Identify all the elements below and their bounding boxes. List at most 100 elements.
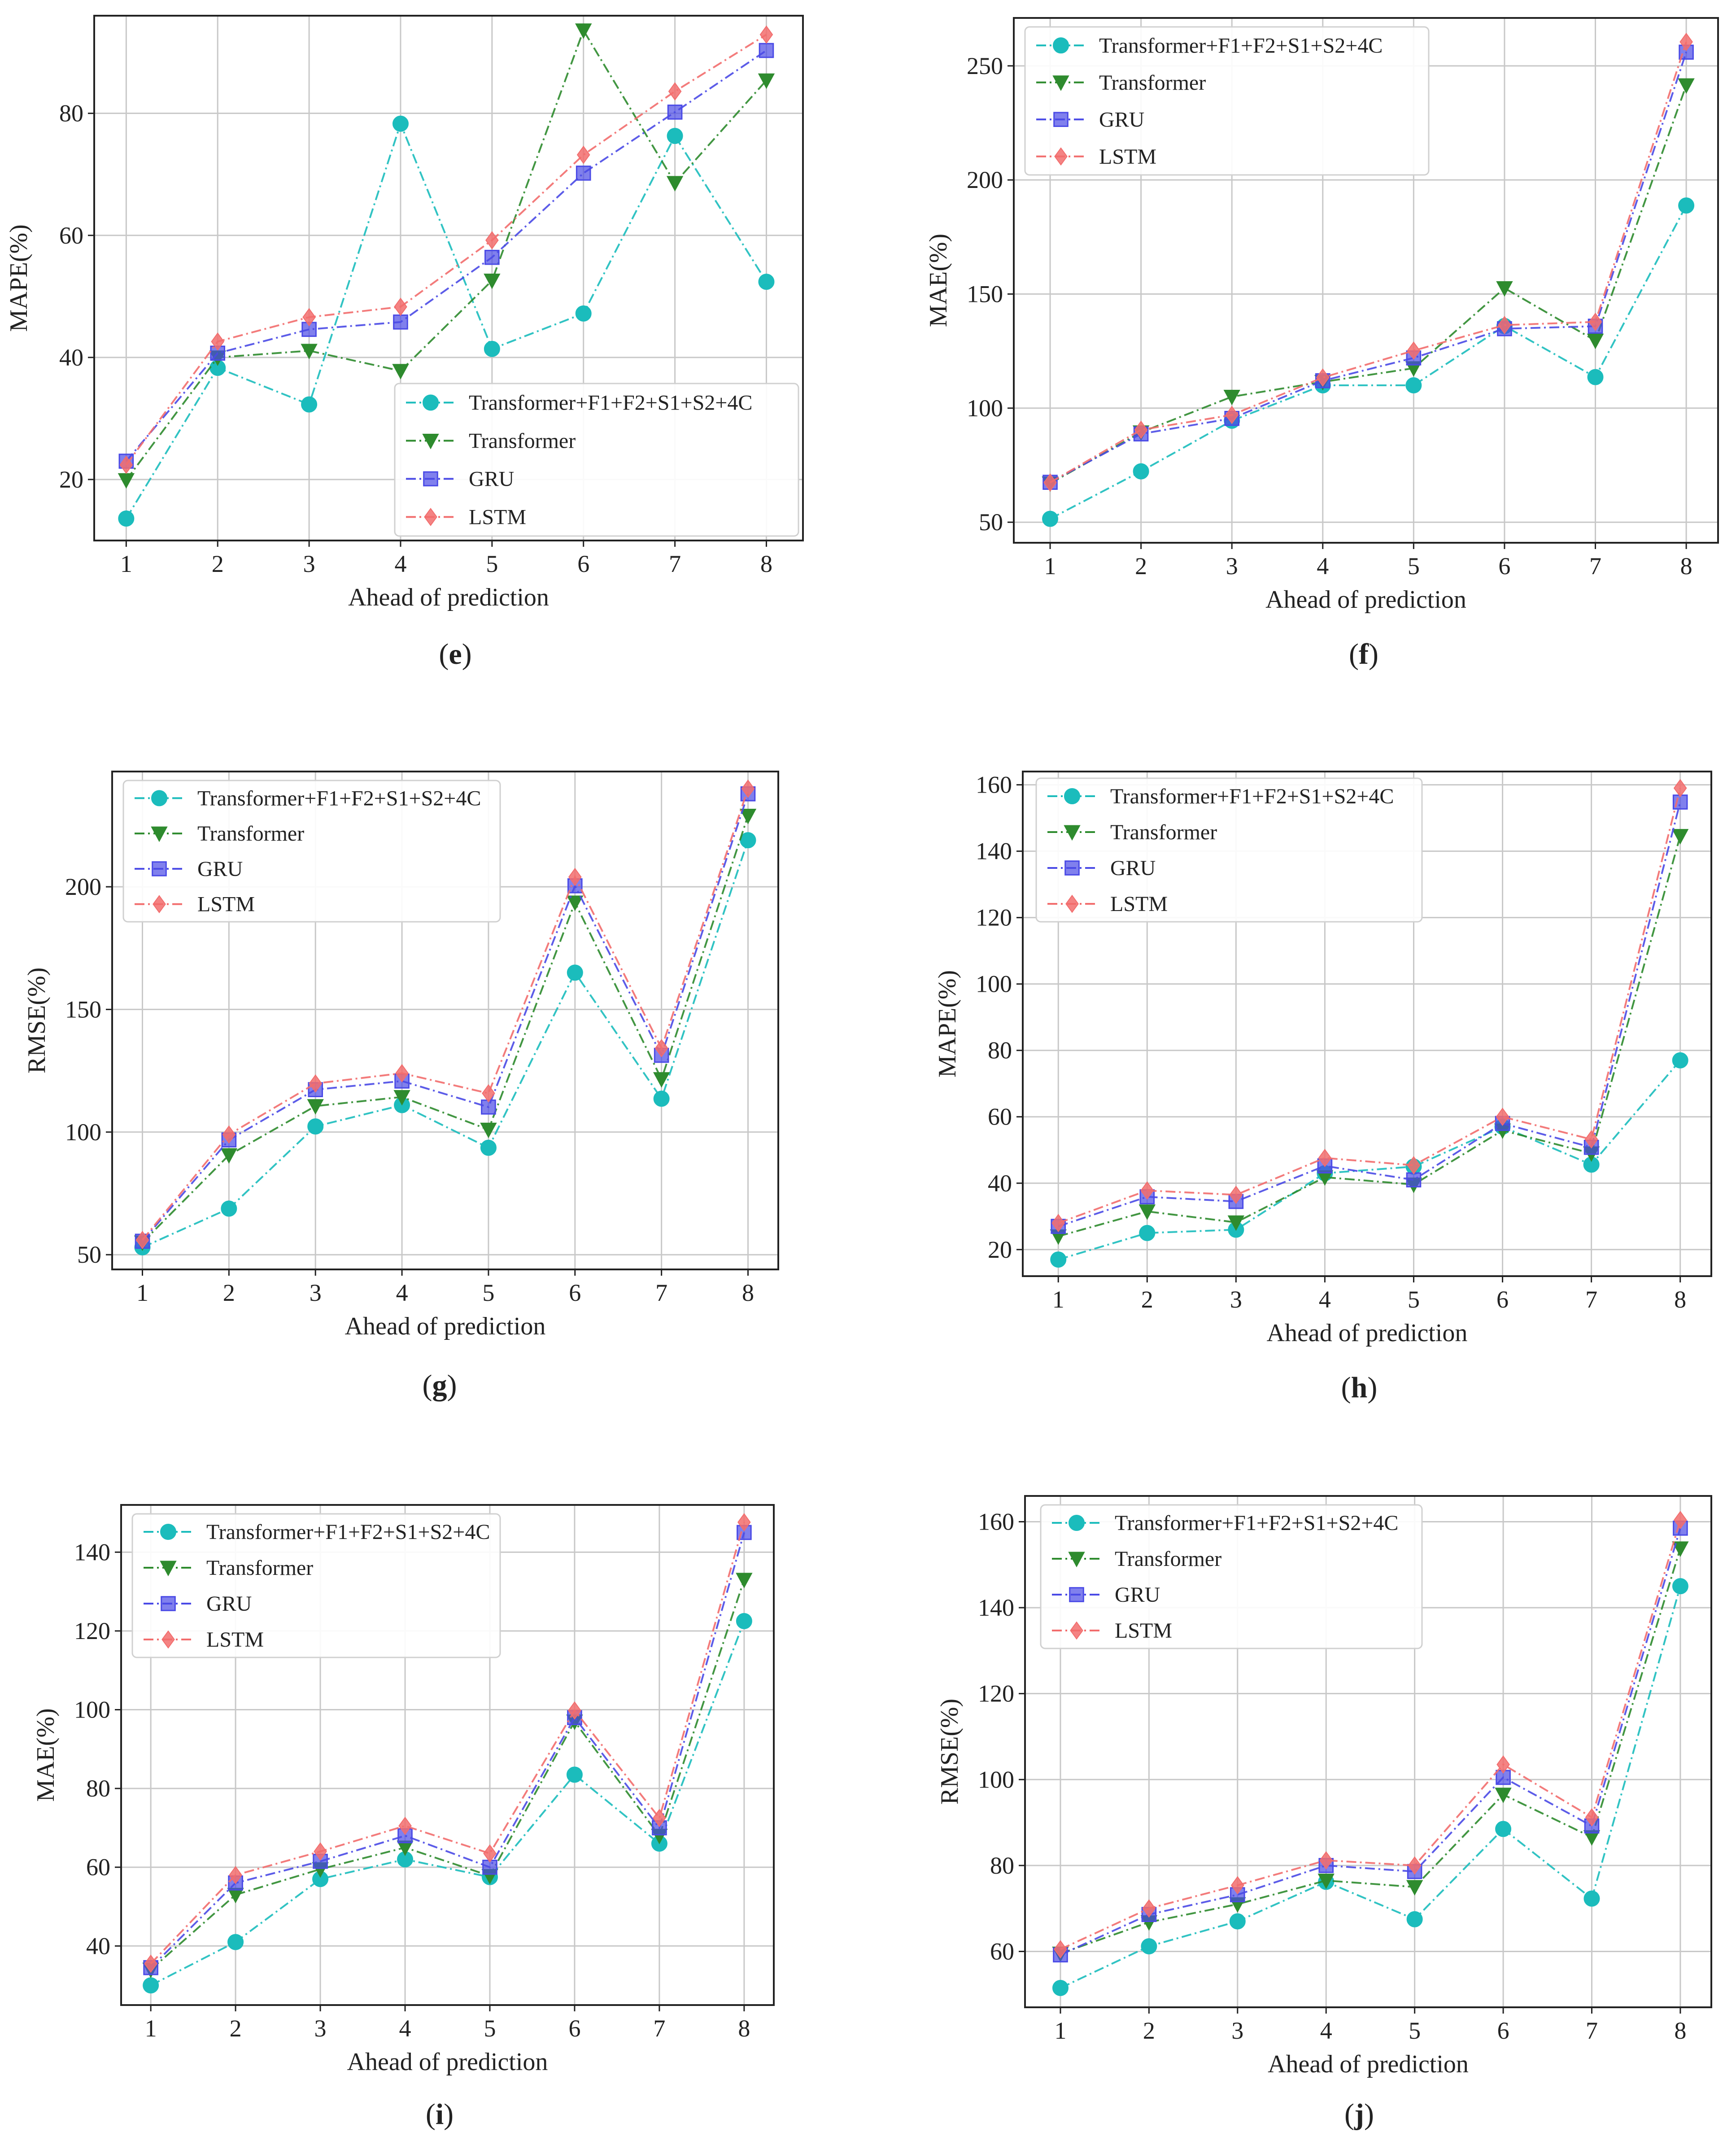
data-point bbox=[307, 1099, 324, 1115]
x-tick-label: 3 bbox=[314, 2015, 327, 2042]
series-line-0 bbox=[142, 840, 749, 1248]
data-point bbox=[758, 73, 775, 89]
x-tick-label: 7 bbox=[655, 1279, 667, 1306]
legend-box bbox=[1035, 777, 1423, 923]
y-tick-label: 80 bbox=[988, 1037, 1012, 1064]
data-point bbox=[567, 895, 584, 911]
data-point bbox=[1587, 369, 1604, 385]
legend-marker bbox=[160, 1561, 177, 1577]
data-point bbox=[653, 1809, 666, 1827]
legend-entry-label: Transformer+F1+F2+S1+S2+4C bbox=[469, 391, 752, 415]
series-line-0 bbox=[1058, 1059, 1681, 1260]
x-tick-label: 8 bbox=[742, 1279, 754, 1306]
legend-entry-label: LSTM bbox=[197, 893, 255, 916]
legend-marker bbox=[1065, 894, 1079, 913]
data-point bbox=[1585, 1808, 1599, 1827]
x-tick-label: 7 bbox=[653, 2015, 665, 2042]
y-tick-label: 60 bbox=[59, 222, 83, 249]
data-point bbox=[736, 1613, 752, 1629]
data-point bbox=[1042, 510, 1059, 527]
series-line-2 bbox=[150, 1532, 745, 1969]
data-point bbox=[740, 832, 756, 849]
data-point bbox=[1054, 1940, 1067, 1959]
data-point bbox=[118, 473, 135, 489]
data-point bbox=[736, 1573, 753, 1588]
legend-marker bbox=[1053, 37, 1069, 54]
y-tick-label: 50 bbox=[77, 1241, 101, 1268]
data-point bbox=[1673, 779, 1687, 798]
data-point bbox=[485, 231, 499, 250]
x-tick-label: 2 bbox=[223, 1279, 235, 1306]
x-tick-label: 4 bbox=[1319, 1286, 1331, 1313]
chart-panel-g: 1 2 3 4 5 6 7 8 50 100 150 200 Ahead of prediction RM… bbox=[23, 771, 779, 1402]
x-tick-label: 5 bbox=[486, 550, 498, 577]
legend-box bbox=[1024, 26, 1430, 176]
data-point bbox=[1587, 333, 1604, 349]
data-point bbox=[1679, 33, 1693, 51]
data-point bbox=[1141, 1938, 1157, 1954]
data-point bbox=[667, 128, 683, 144]
y-axis-title: MAPE(%) bbox=[933, 970, 961, 1078]
data-point bbox=[1316, 368, 1330, 387]
legend-marker bbox=[1068, 1552, 1085, 1568]
legend-box bbox=[1040, 1504, 1423, 1649]
y-tick-label: 140 bbox=[978, 1594, 1014, 1621]
data-point bbox=[211, 332, 225, 351]
x-tick-label: 6 bbox=[577, 550, 589, 577]
data-point bbox=[1229, 1913, 1246, 1930]
series-line-0 bbox=[125, 121, 768, 519]
chart-panel-e: 1 2 3 4 5 6 7 8 20 40 60 80 Ahead of prediction MAPE(… bbox=[5, 15, 804, 671]
data-point bbox=[566, 1766, 583, 1783]
panel-label: (f) bbox=[1349, 638, 1378, 671]
y-axis-title: RMSE(%) bbox=[23, 968, 51, 1073]
data-point bbox=[575, 305, 592, 322]
legend: Transformer+F1+F2+S1+S2+4C Transformer GRU… bbox=[122, 780, 501, 923]
x-axis-title: Ahead of prediction bbox=[347, 2048, 548, 2076]
y-tick-label: 120 bbox=[978, 1680, 1014, 1707]
legend-entry-label: GRU bbox=[206, 1592, 252, 1616]
x-tick-label: 6 bbox=[1496, 1286, 1509, 1313]
series-line-1 bbox=[150, 1579, 745, 1971]
series-line-2 bbox=[125, 49, 767, 462]
data-point bbox=[1498, 316, 1511, 335]
data-point bbox=[143, 1977, 159, 1994]
y-tick-label: 80 bbox=[86, 1775, 110, 1802]
x-tick-label: 4 bbox=[394, 550, 406, 577]
data-point bbox=[229, 1866, 242, 1884]
y-tick-label: 40 bbox=[988, 1170, 1012, 1197]
legend-entry-label: GRU bbox=[469, 467, 514, 491]
data-point bbox=[1672, 1541, 1689, 1557]
x-tick-label: 8 bbox=[760, 550, 772, 577]
y-tick-label: 100 bbox=[976, 971, 1012, 998]
data-point bbox=[307, 1118, 324, 1135]
legend-entry-label: Transformer+F1+F2+S1+S2+4C bbox=[1099, 34, 1383, 57]
legend-marker bbox=[424, 508, 437, 526]
x-tick-label: 7 bbox=[1585, 1286, 1597, 1313]
legend-entry-label: LSTM bbox=[1115, 1619, 1172, 1643]
series-line-3 bbox=[1058, 788, 1681, 1224]
legend-marker bbox=[423, 394, 439, 411]
data-point bbox=[758, 274, 775, 290]
data-point bbox=[135, 1230, 149, 1249]
plot-frame bbox=[1024, 1495, 1712, 2008]
x-tick-label: 8 bbox=[1680, 553, 1692, 580]
y-tick-label: 150 bbox=[65, 996, 101, 1023]
y-tick-label: 60 bbox=[988, 1103, 1012, 1130]
y-tick-label: 150 bbox=[967, 281, 1003, 308]
data-point bbox=[1406, 1911, 1423, 1927]
data-point bbox=[302, 308, 316, 327]
series-line-3 bbox=[1050, 41, 1687, 484]
legend-marker bbox=[1054, 147, 1068, 166]
data-point bbox=[394, 297, 407, 316]
x-tick-label: 7 bbox=[1586, 2017, 1598, 2044]
plot-frame bbox=[120, 1504, 775, 2006]
data-point bbox=[1134, 420, 1148, 439]
panel-label: (i) bbox=[426, 2098, 454, 2131]
data-point bbox=[1672, 1052, 1688, 1068]
x-tick-label: 3 bbox=[310, 1279, 322, 1306]
data-point bbox=[395, 1064, 409, 1082]
panel-label: (j) bbox=[1344, 2098, 1374, 2131]
x-tick-label: 6 bbox=[1497, 2017, 1509, 2044]
data-point bbox=[567, 964, 583, 981]
x-tick-label: 2 bbox=[1135, 553, 1147, 580]
